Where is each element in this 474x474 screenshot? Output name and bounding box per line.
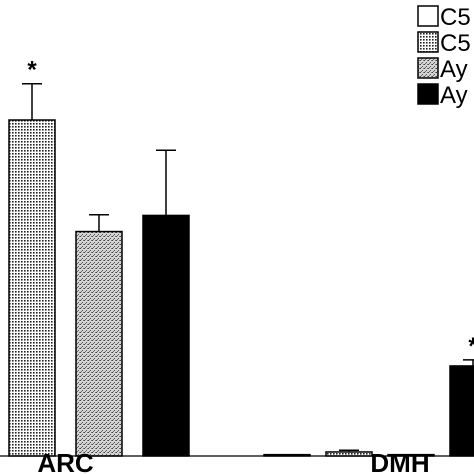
error-bar-arc-series-4 [156,149,176,216]
legend-swatch-2 [417,31,439,53]
significance-marker-arc: * [27,57,37,84]
error-bar-dmh-series-4 [463,359,474,366]
legend-swatch-4 [417,83,439,105]
error-bar-arc-series-2 [22,82,42,120]
bar-dmh-series-4 [449,365,474,457]
legend-label-1: C5 [440,4,471,31]
legend-swatch-1 [417,5,439,27]
legend-swatch-3 [417,57,439,79]
significance-marker-dmh: * [468,333,474,360]
category-label-arc: ARC [37,448,94,474]
legend-label-4: Ay [440,82,468,109]
legend-label-2: C5 [440,30,471,57]
error-bar-dmh-series-2 [339,449,359,452]
bar-arc-series-2 [8,119,56,457]
bar-arc-series-3 [75,230,123,457]
bar-arc-series-4 [142,214,190,457]
category-label-dmh: DMH [370,448,429,474]
error-bar-arc-series-3 [89,214,109,232]
legend-label-3: Ay [440,56,468,83]
bar-dmh-series-2 [325,451,373,457]
